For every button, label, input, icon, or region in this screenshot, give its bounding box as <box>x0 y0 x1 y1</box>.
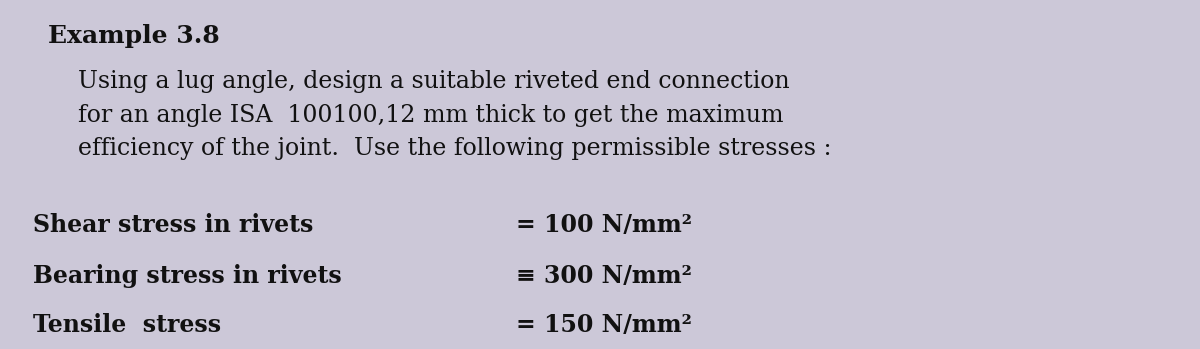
Text: ≡ 300 N/mm²: ≡ 300 N/mm² <box>516 264 692 288</box>
Text: Shear stress in rivets: Shear stress in rivets <box>0 213 313 237</box>
Text: Bearing stress in rivets: Bearing stress in rivets <box>0 264 342 288</box>
Text: = 150 N/mm²: = 150 N/mm² <box>516 313 692 336</box>
Text: Using a lug angle, design a suitable riveted end connection
    for an angle ISA: Using a lug angle, design a suitable riv… <box>48 70 832 161</box>
Text: = 100 N/mm²: = 100 N/mm² <box>516 213 692 237</box>
Text: Example 3.8: Example 3.8 <box>48 24 220 49</box>
Text: Tensile  stress: Tensile stress <box>0 313 221 336</box>
